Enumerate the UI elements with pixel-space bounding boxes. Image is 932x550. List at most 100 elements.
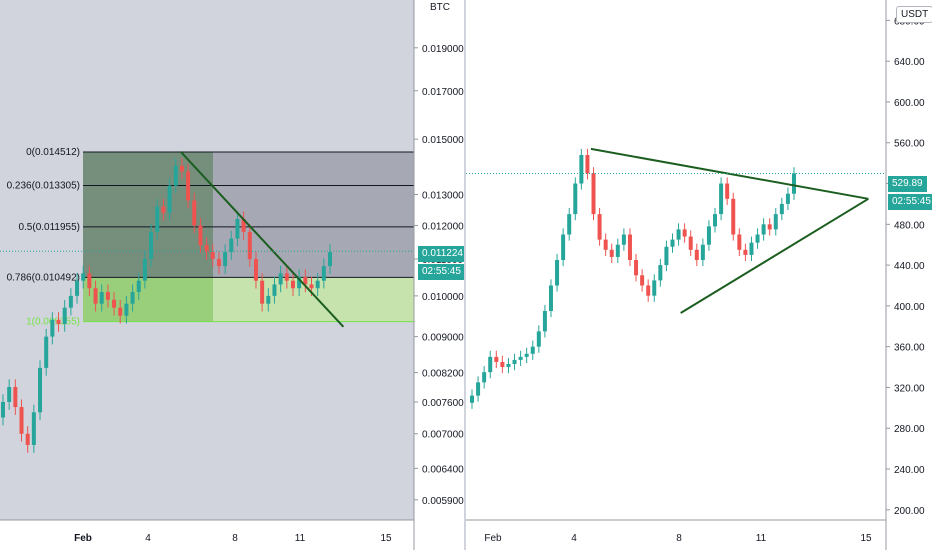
x-tick-label: 11	[295, 533, 306, 544]
candle-body	[93, 288, 98, 304]
candle-body	[573, 183, 578, 215]
candle-body	[706, 226, 711, 245]
candle-body	[315, 280, 320, 289]
y-tick-label: 400.00	[894, 302, 925, 313]
candle-body	[192, 200, 197, 226]
candle-body	[266, 295, 271, 304]
y-tick-label: 0.019000	[422, 44, 464, 55]
candle-body	[749, 242, 754, 255]
right-chart-svg[interactable]: 680.00640.00600.00560.00520.00480.00440.…	[466, 0, 932, 550]
candle-body	[579, 154, 584, 184]
y-tick-label: 640.00	[894, 57, 925, 68]
y-tick-label: 0.015000	[422, 135, 464, 146]
candle-body	[179, 165, 184, 172]
candle-body	[664, 246, 669, 266]
candle-body	[688, 236, 693, 250]
y-tick-label: 0.009000	[422, 333, 464, 344]
candle-body	[173, 165, 178, 186]
candle-body	[99, 292, 104, 304]
currency-label[interactable]: USDT	[896, 6, 932, 23]
candle-body	[118, 307, 123, 316]
currency-label: BTC	[430, 2, 450, 13]
candle-body	[149, 231, 154, 260]
x-tick-label: 11	[756, 533, 767, 544]
candle-body	[278, 273, 283, 285]
candle-body	[155, 206, 160, 232]
candle-body	[44, 336, 49, 368]
candle-body	[482, 372, 487, 383]
x-tick-label: 4	[571, 533, 577, 544]
candle-body	[247, 231, 252, 260]
candle-body	[512, 359, 517, 364]
fib-level-label: 0(0.014512)	[26, 147, 80, 158]
y-tick-label: 0.007600	[422, 398, 464, 409]
candle-body	[19, 407, 24, 434]
candle-body	[303, 277, 308, 285]
candle-body	[494, 356, 499, 362]
candle-body	[216, 259, 221, 267]
countdown-label: 02:55:45	[418, 264, 465, 280]
candle-body	[229, 238, 234, 253]
candle-body	[75, 280, 80, 296]
right-chart-panel[interactable]: 680.00640.00600.00560.00520.00480.00440.…	[466, 0, 932, 550]
x-tick-label: 8	[676, 533, 682, 544]
candle-body	[640, 275, 645, 286]
y-tick-label: 0.012000	[422, 221, 464, 232]
candle-body	[548, 285, 553, 311]
candle-body	[524, 353, 529, 357]
candle-body	[253, 259, 258, 281]
candle-body	[506, 364, 511, 368]
candle-body	[615, 244, 620, 257]
candle-body	[290, 280, 295, 289]
fib-level-label: 0.236(0.013305)	[7, 181, 80, 192]
candle-body	[773, 214, 778, 230]
y-tick-label: 0.013000	[422, 190, 464, 201]
trendline	[179, 151, 345, 328]
triangle-lower-line	[680, 197, 869, 314]
candle-body	[105, 292, 110, 300]
candle-body	[743, 249, 748, 255]
candle-body	[328, 252, 332, 267]
candle-body	[536, 331, 541, 347]
candle-body	[761, 224, 766, 235]
fib-highlight-box	[83, 151, 213, 278]
fib-level-label: 0.786(0.010492)	[7, 272, 80, 283]
candle-body	[124, 303, 129, 316]
y-tick-label: 240.00	[894, 465, 925, 476]
candle-body	[81, 273, 86, 281]
candle-body	[87, 273, 92, 289]
y-tick-label: 560.00	[894, 139, 925, 150]
candle-body	[136, 280, 141, 293]
y-tick-label: 0.006400	[422, 464, 464, 475]
candle-body	[530, 346, 535, 354]
y-tick-label: 360.00	[894, 343, 925, 354]
y-tick-label: 320.00	[894, 383, 925, 394]
candle-body	[591, 173, 596, 215]
candle-body	[476, 382, 481, 396]
left-chart-panel[interactable]: 0(0.014512) 0.236(0.013305) 0.5(0.011955) 0…	[0, 0, 467, 550]
fib-highlight-box	[83, 277, 213, 322]
candle-body	[1, 401, 5, 418]
candle-body	[676, 229, 681, 240]
left-chart-svg[interactable]: 0(0.014512) 0.236(0.013305) 0.5(0.011955) 0…	[0, 0, 464, 550]
candle-body	[609, 249, 614, 257]
candle-body	[621, 234, 626, 245]
candle-body	[488, 356, 493, 373]
candle-body	[713, 214, 718, 227]
candle-body	[223, 252, 228, 267]
y-tick-label: 0.010000	[422, 292, 464, 303]
x-tick-label: 15	[380, 533, 392, 544]
candle-body	[682, 229, 687, 237]
candle-body	[50, 319, 55, 337]
candle-body	[204, 245, 209, 253]
candle-body	[284, 273, 289, 281]
candle-body	[561, 234, 566, 260]
candle-body	[719, 183, 724, 215]
candle-body	[186, 171, 191, 201]
candle-body	[603, 239, 608, 250]
candle-body	[142, 259, 147, 281]
y-tick-label: 0.017000	[422, 87, 464, 98]
candle-body	[31, 412, 36, 445]
candle-body	[297, 277, 302, 289]
candle-body	[500, 361, 505, 368]
